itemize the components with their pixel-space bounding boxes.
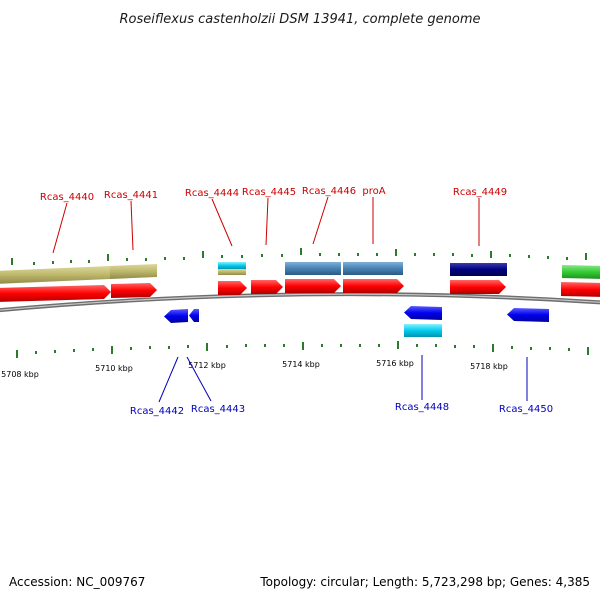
map-title: Roseiflexus castenholzii DSM 13941, comp… [120, 12, 481, 27]
tick-label-5712: 5712 kbp [188, 361, 226, 370]
tick-label-5710: 5710 kbp [95, 364, 133, 373]
cog-feature-rcas-4441[interactable] [110, 264, 157, 279]
cds-rcas-4445[interactable] [251, 280, 283, 294]
tick-label-5718: 5718 kbp [470, 362, 508, 371]
cds-rcas-4448-blue[interactable] [404, 306, 442, 320]
upper-ruler-ticks [11, 248, 587, 265]
gene-label-proa[interactable]: proA [362, 186, 385, 197]
genome-summary-text: Topology: circular; Length: 5,723,298 bp… [259, 575, 590, 589]
tick-label-5716: 5716 kbp [376, 359, 414, 368]
cds-rcas-4449[interactable] [450, 280, 506, 294]
forward-cds-track [0, 279, 600, 302]
cog-feature-rcas-4440[interactable] [0, 266, 110, 284]
cds-right-edge[interactable] [561, 282, 600, 297]
gene-label-rcas-4450[interactable]: Rcas_4450 [499, 404, 553, 415]
cog-feature-proa[interactable] [343, 262, 403, 275]
cds-rcas-4443[interactable] [189, 309, 199, 322]
cog-track [0, 262, 600, 284]
cog-feature-rcas-4444-khaki[interactable] [218, 269, 246, 275]
tick-label-5708: 5708 kbp [1, 370, 39, 379]
gene-label-rcas-4441[interactable]: Rcas_4441 [104, 190, 158, 201]
cog-feature-rcas-4446[interactable] [285, 262, 341, 275]
cds-rcas-4444[interactable] [218, 281, 247, 295]
cds-rcas-4441[interactable] [111, 283, 157, 298]
gene-label-rcas-4448[interactable]: Rcas_4448 [395, 402, 449, 413]
cds-rcas-4440[interactable] [0, 285, 111, 302]
reverse-label-leaders [158, 355, 528, 403]
lower-ruler-ticks [16, 341, 589, 358]
tick-label-5714: 5714 kbp [282, 360, 320, 369]
forward-label-leaders [52, 196, 480, 254]
gene-label-rcas-4444[interactable]: Rcas_4444 [185, 188, 239, 199]
gene-label-rcas-4443[interactable]: Rcas_4443 [191, 404, 245, 415]
gene-label-rcas-4449[interactable]: Rcas_4449 [453, 187, 507, 198]
accession-text: Accession: NC_009767 [9, 575, 145, 589]
gene-label-rcas-4440[interactable]: Rcas_4440 [40, 192, 94, 203]
cds-rcas-4450[interactable] [507, 308, 549, 322]
gene-label-rcas-4445[interactable]: Rcas_4445 [242, 187, 296, 198]
gene-label-rcas-4442[interactable]: Rcas_4442 [130, 406, 184, 417]
gene-label-rcas-4446[interactable]: Rcas_4446 [302, 186, 356, 197]
cds-rcas-4442[interactable] [164, 309, 188, 323]
genome-backbone-highlight [0, 293, 600, 311]
cog-feature-rcas-4448[interactable] [404, 324, 442, 337]
reverse-cds-track [164, 306, 549, 337]
cog-feature-rcas-4444-cyan[interactable] [218, 262, 246, 269]
cog-feature-rcas-4449[interactable] [450, 263, 507, 276]
cds-rcas-4446[interactable] [285, 279, 341, 293]
cds-proa[interactable] [343, 279, 404, 293]
cog-feature-right-edge[interactable] [562, 265, 600, 279]
